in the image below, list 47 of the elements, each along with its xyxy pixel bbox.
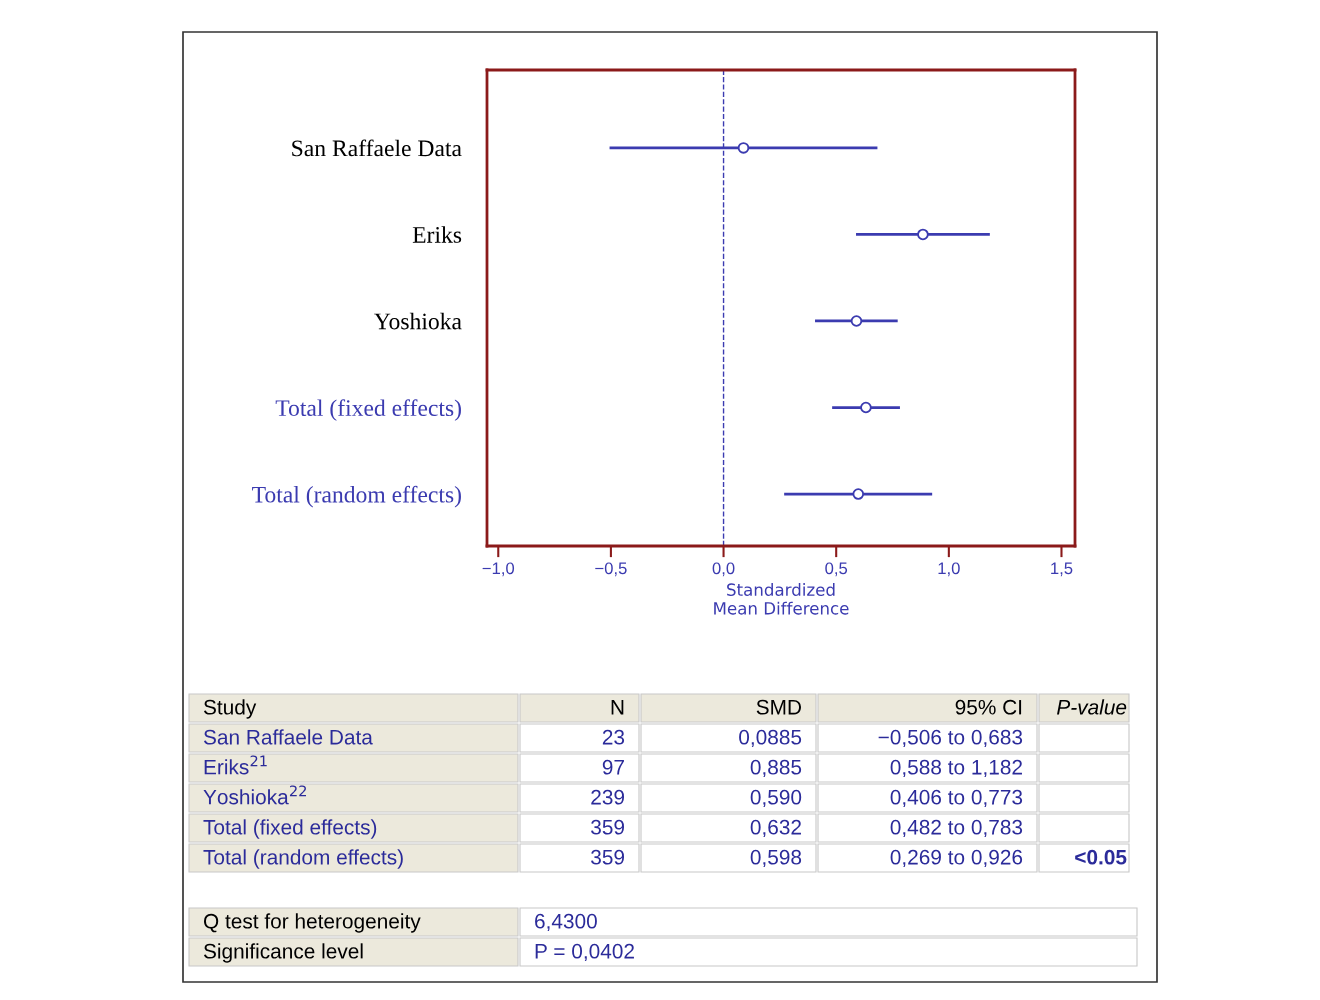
x-tick-label: 0,0	[712, 562, 735, 577]
text: 0,482 to 0,783	[890, 819, 1023, 838]
text: 359	[591, 849, 625, 865]
text: N	[611, 700, 624, 715]
text: 23	[602, 729, 625, 745]
y-tick-label: San Raffaele Data	[292, 139, 462, 157]
text: 97	[602, 759, 624, 775]
text: Yoshioka$^{22}$	[203, 785, 306, 805]
y-tick-label: Eriks	[412, 226, 462, 243]
text: San Raffaele Data	[203, 729, 373, 745]
text: P-value	[1057, 699, 1127, 715]
y-tick-label: Yoshioka	[374, 312, 462, 330]
x-tick-label: −1,0	[482, 562, 515, 577]
text: 95% CI	[955, 699, 1022, 715]
point	[860, 401, 872, 414]
text: 0,598	[750, 849, 802, 868]
text: 0,588 to 1,182	[890, 759, 1022, 778]
text: Q test for heterogeneity	[203, 913, 421, 933]
text: 0,0885	[739, 729, 802, 748]
text: 0,632	[750, 819, 801, 838]
point	[850, 315, 863, 327]
x-tick-label: 0,5	[825, 562, 848, 577]
text: Study	[203, 699, 257, 719]
text: 239	[591, 789, 625, 805]
text: SMD	[756, 699, 801, 715]
y-tick-label: Total (random effects)	[252, 485, 461, 508]
x-tick-label: −0,5	[595, 562, 627, 577]
x-axis-title: Standardized Mean Difference	[714, 583, 849, 615]
point	[852, 488, 865, 500]
text: 0,406 to 0,773	[890, 789, 1023, 808]
text: 6,4300	[535, 913, 597, 932]
x-tick-label: 1,0	[938, 562, 960, 577]
text: −0,506 to 0,683	[878, 729, 1023, 748]
text: Eriks$^{21}$	[204, 755, 267, 775]
text: P = 0,0402	[535, 943, 634, 962]
text: Total (random effects)	[203, 849, 403, 869]
text: 0,885	[750, 759, 802, 778]
y-tick-label: Total (fixed effects)	[275, 399, 461, 421]
point	[737, 142, 750, 154]
text: 0,269 to 0,926	[890, 849, 1023, 868]
text: Total (fixed effects)	[203, 819, 377, 839]
text: 0,590	[750, 789, 802, 808]
text: Significance level	[203, 943, 363, 963]
text: <0.05	[1075, 849, 1127, 865]
x-tick-label: 1,5	[1051, 562, 1073, 577]
point	[917, 228, 929, 241]
text: 359	[591, 819, 625, 835]
